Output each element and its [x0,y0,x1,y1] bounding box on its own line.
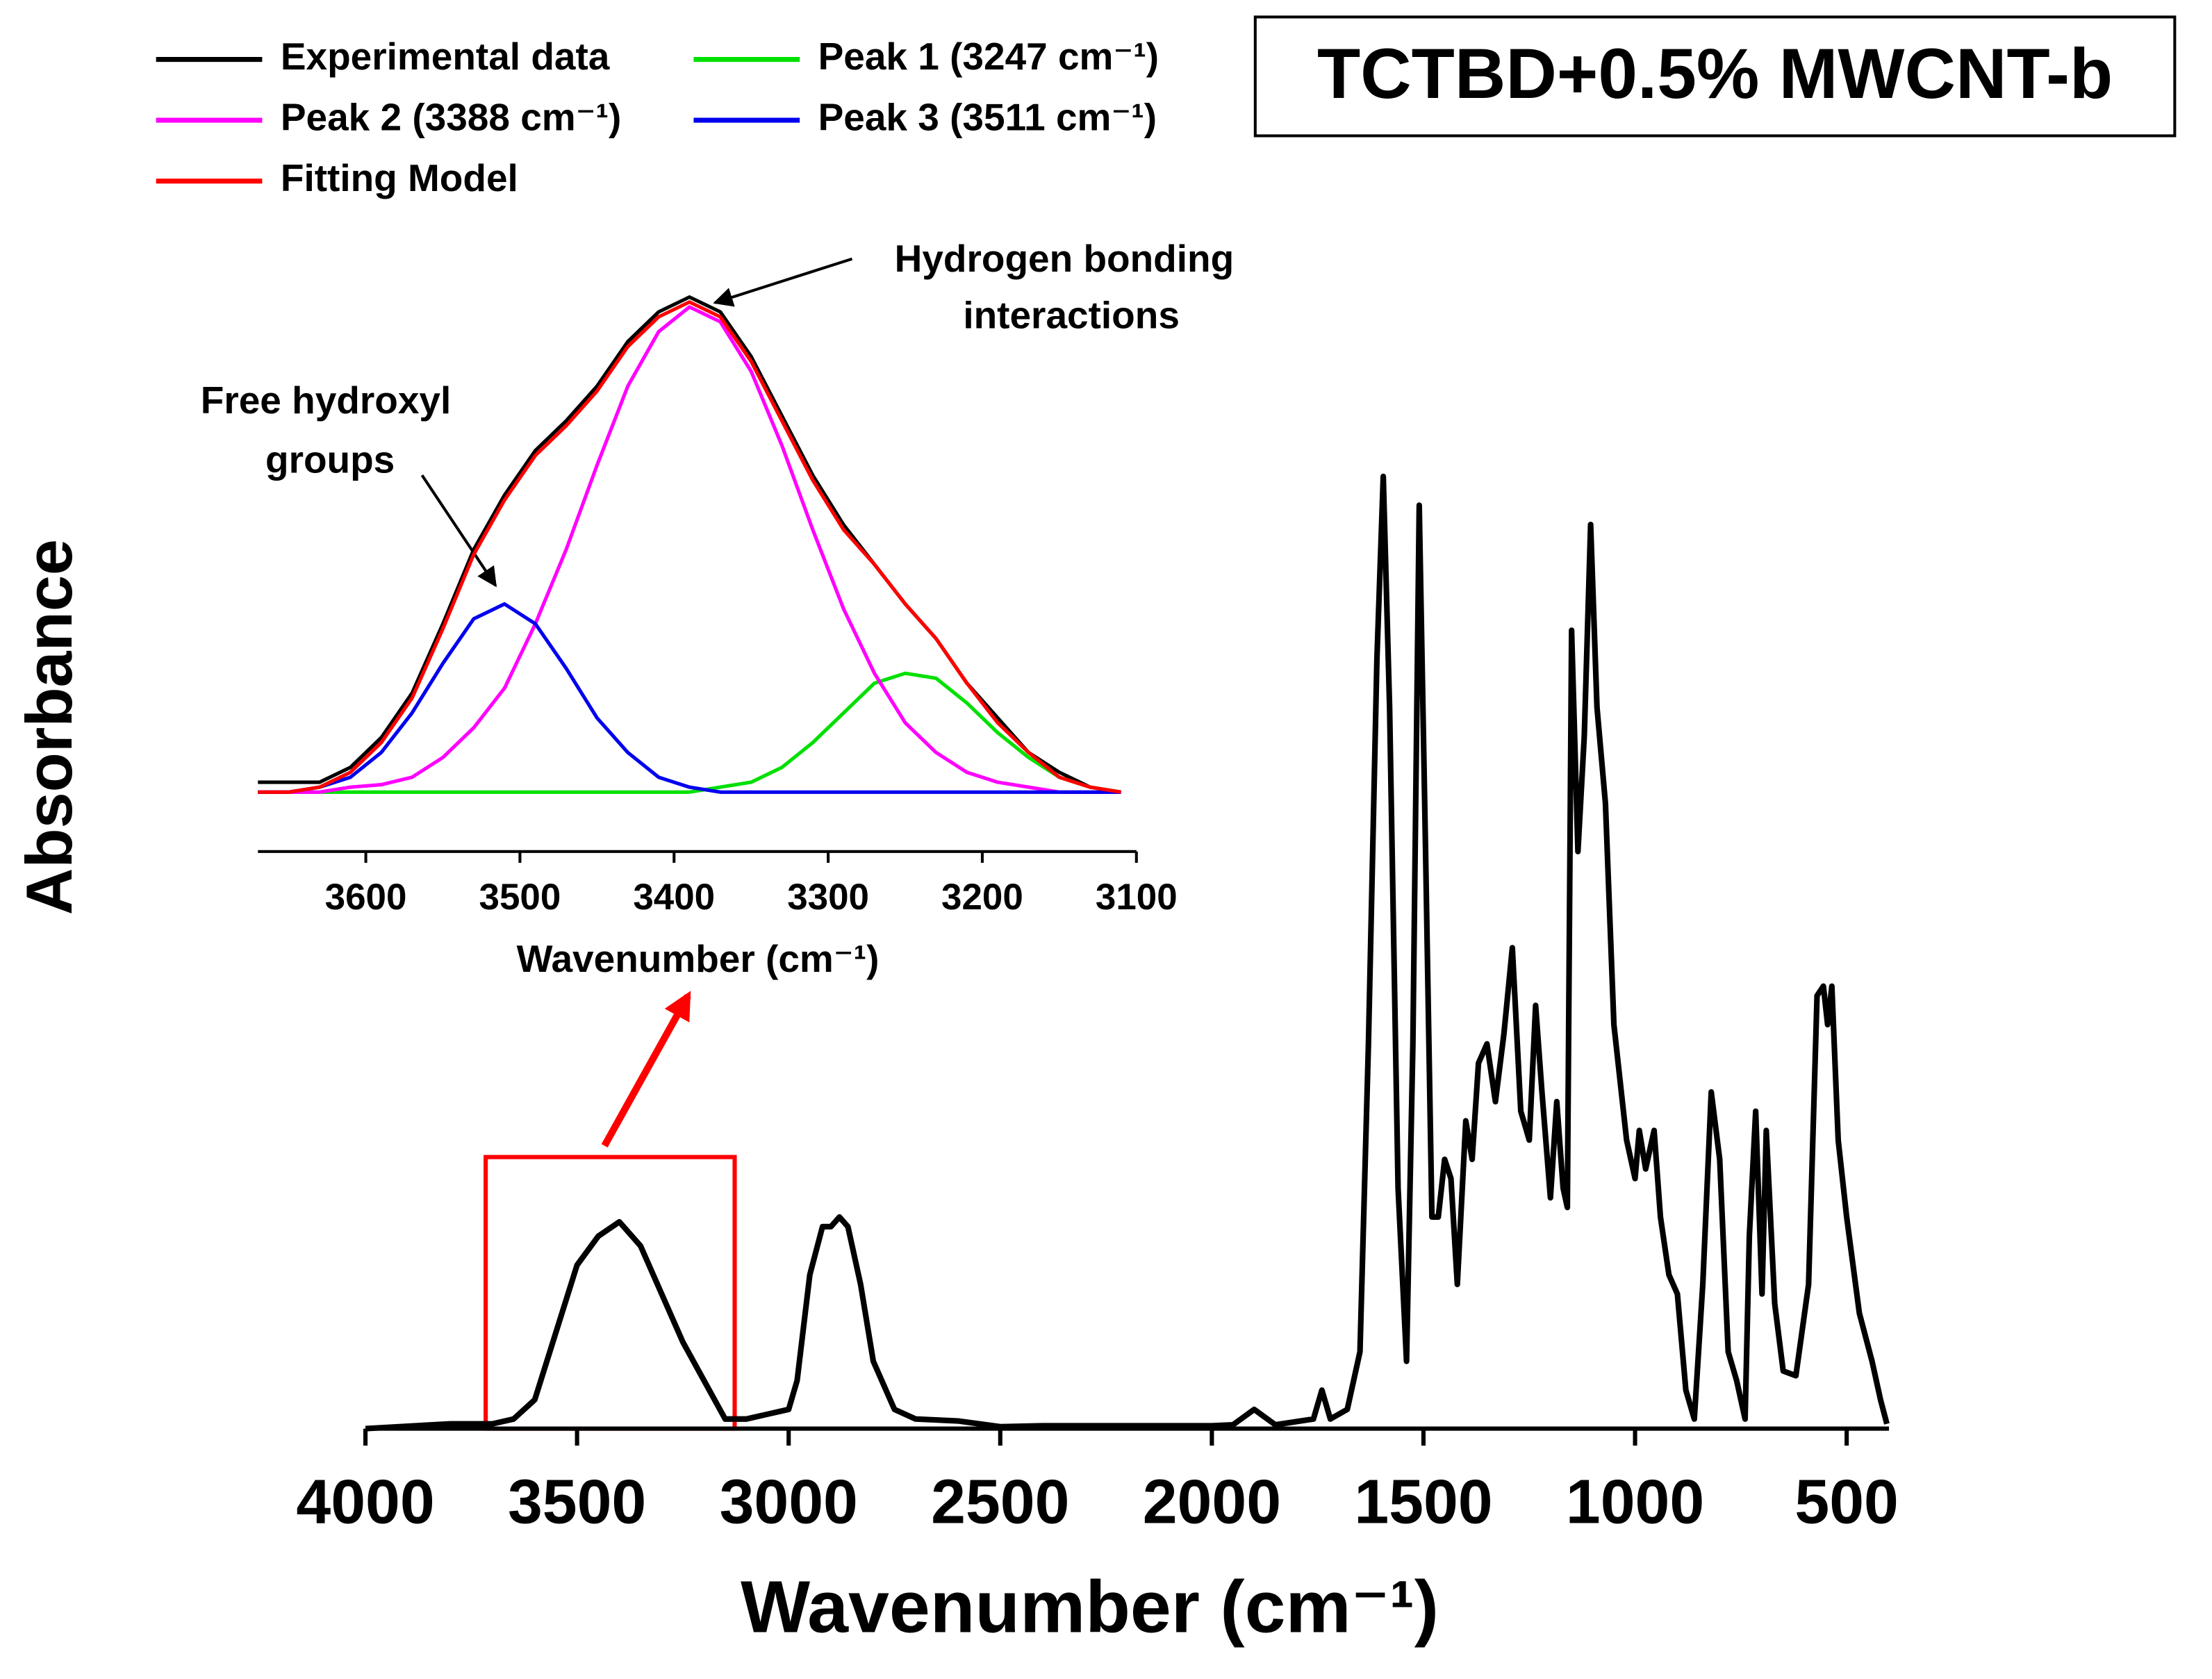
x-tick-label: 1000 [1566,1466,1704,1536]
x-tick-label: 3400 [633,877,715,918]
spectrum-line [365,473,1890,1432]
x-tick-label: 3000 [720,1466,858,1536]
zoom-box [484,1155,737,1431]
series-line [258,295,1122,794]
legend-label: Experimental data [281,35,610,78]
x-tick-label: 3200 [941,877,1023,918]
annotation: groups [265,438,395,481]
title-box [1253,15,2177,138]
y-axis-label: Absorbance [13,539,85,915]
annotation: Hydrogen bonding [895,237,1235,280]
annotation: interactions [963,294,1180,337]
x-axis-label: Wavenumber (cm⁻¹) [741,1566,1439,1648]
series-line [258,671,1122,794]
x-tick-label: 2000 [1143,1466,1281,1536]
legend-label: Peak 1 (3247 cm⁻¹) [818,35,1159,78]
legend-label: Peak 3 (3511 cm⁻¹) [818,96,1157,139]
annotation-arrow [420,474,497,588]
inset-x-axis-label: Wavenumber (cm⁻¹) [517,937,880,980]
chart-title: TCTBD+0.5% MWCNT-b [1317,34,2113,113]
annotation-arrow [713,257,853,307]
x-tick-label: 3600 [325,877,407,918]
zoom-arrow [601,991,691,1148]
x-tick-label: 3300 [787,877,869,918]
x-tick-label: 3500 [508,1466,646,1536]
x-tick-label: 2500 [931,1466,1069,1536]
x-tick-label: 500 [1794,1466,1898,1536]
x-tick-label: 4000 [296,1466,434,1536]
x-tick-label: 3500 [479,877,561,918]
legend-label: Fitting Model [281,156,518,199]
x-tick-label: 3100 [1096,877,1178,918]
series-line [258,300,1122,794]
annotation: Free hydroxyl [201,379,451,422]
x-tick-label: 1500 [1354,1466,1492,1536]
series-line [258,602,1121,794]
series-line [258,305,1121,794]
legend-label: Peak 2 (3388 cm⁻¹) [281,96,621,139]
